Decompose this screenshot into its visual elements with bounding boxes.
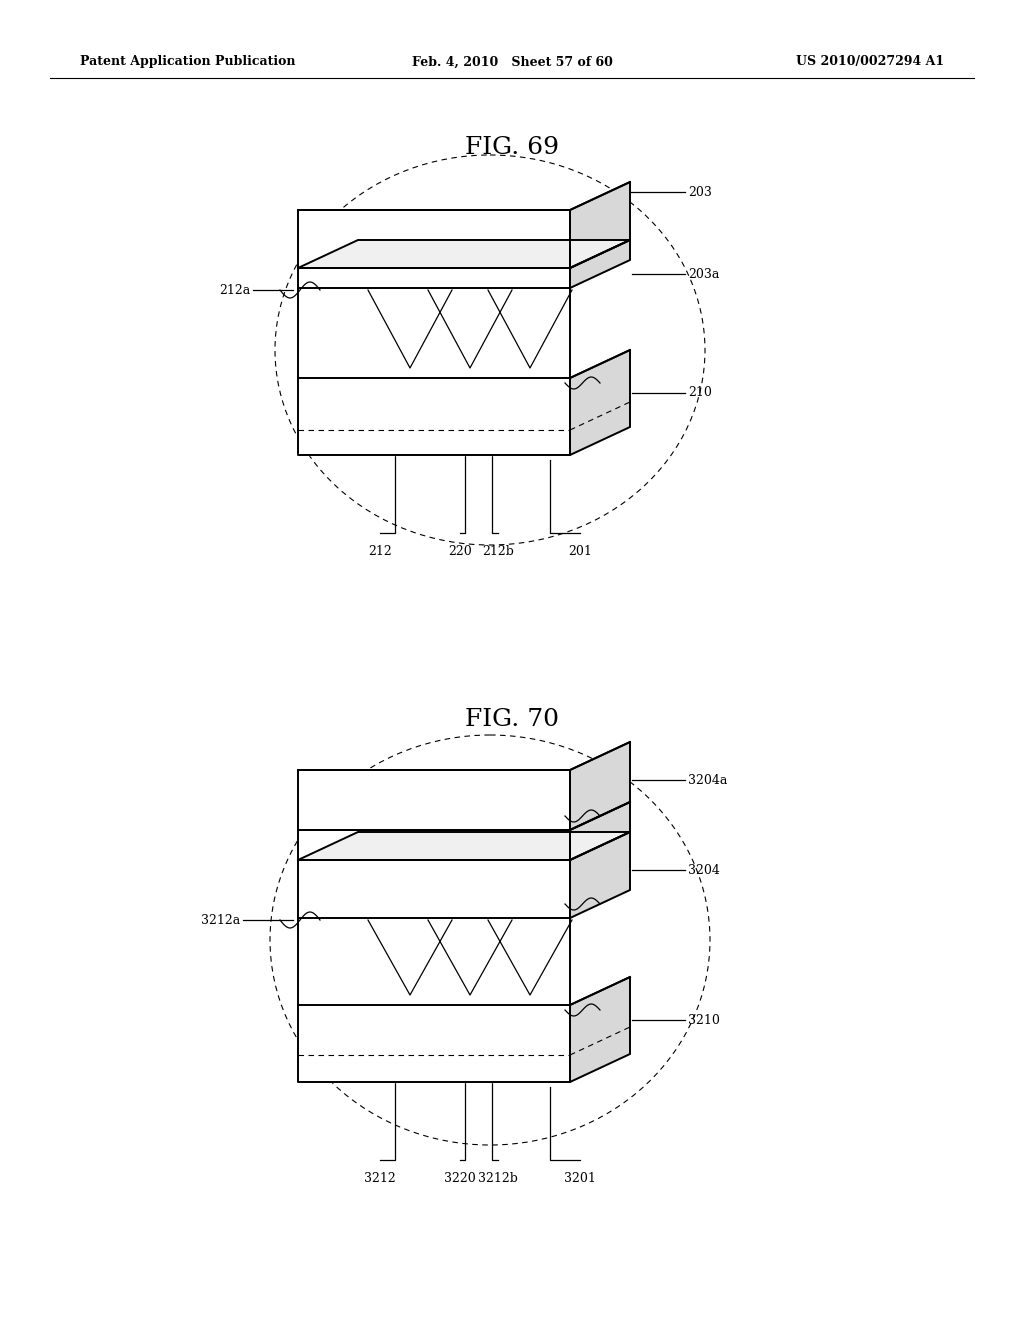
Polygon shape [570,240,630,288]
Text: 3204a: 3204a [688,774,727,787]
Text: 212: 212 [368,545,392,558]
Text: 203a: 203a [688,268,720,281]
Text: 220: 220 [449,545,472,558]
Polygon shape [570,832,630,917]
Text: 201: 201 [568,545,592,558]
Text: Feb. 4, 2010   Sheet 57 of 60: Feb. 4, 2010 Sheet 57 of 60 [412,55,612,69]
Polygon shape [298,240,630,268]
Polygon shape [570,742,630,830]
Text: 3212b: 3212b [478,1172,518,1185]
Polygon shape [298,861,570,917]
Text: 210: 210 [688,387,712,400]
Text: 203: 203 [688,186,712,198]
Polygon shape [570,182,630,268]
Polygon shape [298,832,630,861]
Text: 3204: 3204 [688,863,720,876]
Text: FIG. 69: FIG. 69 [465,136,559,160]
Text: 3210: 3210 [688,1014,720,1027]
Polygon shape [298,268,570,288]
Polygon shape [298,210,570,268]
Text: FIG. 70: FIG. 70 [465,709,559,731]
Text: 212a: 212a [219,284,250,297]
Polygon shape [570,803,630,861]
Text: 3212a: 3212a [201,913,240,927]
Text: US 2010/0027294 A1: US 2010/0027294 A1 [796,55,944,69]
Polygon shape [298,1005,570,1082]
Text: 212b: 212b [482,545,514,558]
Polygon shape [298,770,570,830]
Text: 3220: 3220 [444,1172,476,1185]
Polygon shape [298,378,570,455]
Polygon shape [570,977,630,1082]
Text: Patent Application Publication: Patent Application Publication [80,55,296,69]
Polygon shape [570,350,630,455]
Text: 3201: 3201 [564,1172,596,1185]
Text: 3212: 3212 [365,1172,396,1185]
Polygon shape [298,830,570,861]
